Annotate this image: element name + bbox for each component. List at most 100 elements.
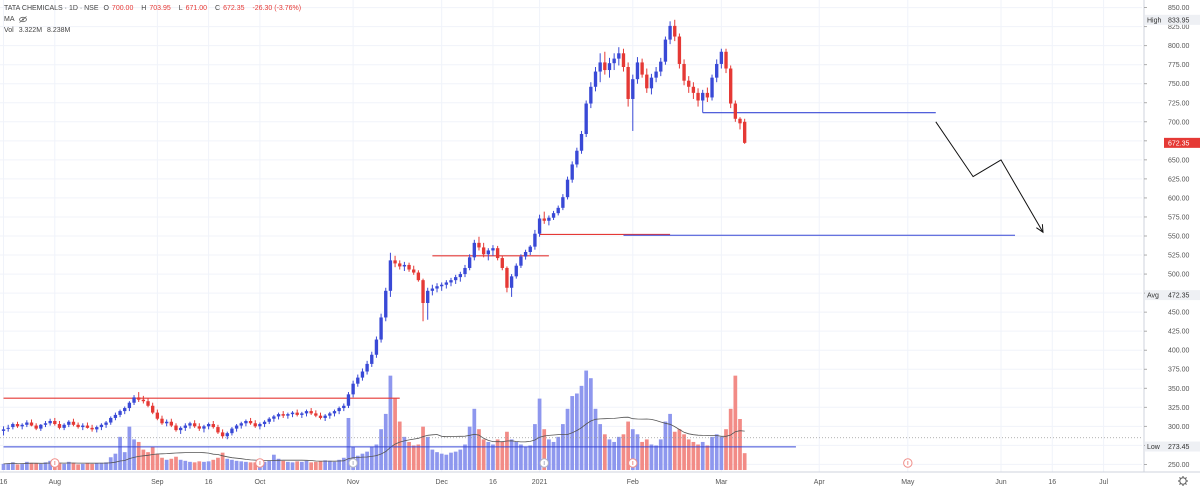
candle-body [286,414,290,416]
candle-body [626,66,630,99]
volume-row[interactable]: Vol 3.322M 8.238M [4,25,304,36]
volume-bar [630,429,635,470]
volume-bar [76,464,80,470]
candle-body [25,422,29,425]
gear-icon[interactable] [1178,476,1188,486]
candle-body [95,427,99,430]
volume-bar [136,441,141,470]
volume-bar [528,445,533,470]
candle-body [374,339,379,355]
volume-bar [491,444,495,470]
candle-body [691,86,696,93]
candle-body [738,118,742,124]
symbol-row: TATA CHEMICALS · 1D · NSE O 700.00 H 703.9… [4,3,304,14]
candle-body [318,415,323,418]
candle-body [402,264,407,267]
dividend-markers[interactable] [50,458,913,468]
candle-body [733,103,738,119]
change-value: -26.30 (-3.76%) [252,5,302,12]
volume-bar [640,441,644,470]
candle-body [724,51,728,69]
time-axis[interactable]: 16 Aug Sep 16 Oct Nov Dec 16 2021 Feb Mar Apr May Jun… [0,471,1200,486]
candle-body [682,63,686,81]
volume-bar [141,449,146,470]
volume-bar [658,439,663,470]
projection-arrow-path[interactable] [935,121,1044,233]
volume-bar [309,462,314,470]
arrow-head[interactable] [1036,224,1044,234]
candle-body [398,263,402,267]
candle-body [547,217,551,221]
candle-body [356,377,360,384]
candle-body [118,411,122,415]
candle-body [211,424,215,428]
volume-bar [668,413,672,470]
volume-bar [677,429,682,470]
open-label: O [103,5,109,12]
candle-body [519,256,523,266]
volume-bar [346,417,351,470]
price-tick-label: 775.00 [1168,62,1190,69]
candle-body [696,92,700,101]
volume-bar [574,393,579,470]
price-scale-labels: High 833.95 672.35 Avg 472.35 Low 273.45 [1145,14,1200,452]
candle-body [421,280,425,303]
candle-body [607,63,612,71]
price-tick-label: 425.00 [1168,329,1190,336]
candle-body [663,39,668,62]
volume-bar [612,441,617,470]
candle-body [81,425,85,428]
time-tick-label: Aug [49,479,62,486]
volume-bar [174,456,178,470]
symbol-title[interactable]: TATA CHEMICALS · 1D · NSE [4,5,99,12]
volume-bar [472,408,477,470]
candle-body [1,429,6,431]
volume-bar [584,370,589,470]
eye-icon[interactable] [19,15,28,23]
volume-bar [663,421,668,470]
time-tick-label: 2021 [532,479,548,486]
volume-bar [206,461,211,470]
volume-bar [150,447,155,470]
time-tick-label: 16 [205,479,213,486]
candle-body [57,424,62,428]
ma-label[interactable]: MA [4,16,15,23]
chart-settings[interactable] [1178,476,1188,486]
volume-bar [160,457,164,470]
volume-bar [248,462,253,470]
candle-body [742,121,747,143]
price-tick-label: 250.00 [1168,462,1190,469]
price-tick-label: 500.00 [1168,272,1190,279]
candle-body [188,423,192,426]
candle-body [164,421,169,424]
price-tick-label: 575.00 [1168,214,1190,221]
candle-body [309,411,313,414]
volume-bar [99,462,104,470]
candle-body [248,420,253,424]
low-label-value: 273.45 [1168,444,1190,451]
gear-tooth [1184,477,1187,480]
drawing-annotations[interactable] [3,112,1044,448]
candle-body [85,425,90,428]
volume-bar [276,458,281,470]
open-value: O 700.00 [103,5,136,12]
candle-body [62,424,66,428]
candle-body [206,424,211,427]
volume-bar [48,460,53,470]
time-tick-label: Feb [627,479,639,486]
candle-body [323,415,327,418]
candle-body [183,425,187,428]
candle-body [192,423,197,427]
candle-body [379,317,383,340]
candle-body [458,274,463,278]
price-axis[interactable]: 250.00275.00300.00325.00350.00375.00400.… [1143,0,1190,472]
volume-label[interactable]: Vol [4,27,14,34]
candle-body [467,257,472,268]
close-value: C 672.35 [215,5,247,12]
volume-bar [467,426,472,470]
ma-row[interactable]: MA [4,14,304,25]
volume-bar [626,421,630,470]
candle-body [169,421,174,426]
time-tick-label: 16 [1048,479,1056,486]
